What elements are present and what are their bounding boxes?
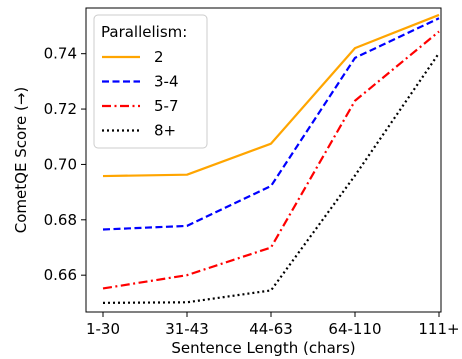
y-tick-label: 0.74	[44, 45, 77, 63]
x-tick-label: 31-43	[165, 320, 209, 338]
legend-label-0: 2	[154, 48, 164, 66]
x-axis-title: Sentence Length (chars)	[171, 339, 355, 357]
series-line-2	[102, 30, 440, 290]
x-tick-label: 111+	[418, 320, 459, 338]
y-tick-label: 0.70	[44, 155, 77, 173]
axes-frame	[85, 7, 442, 313]
y-axis-title: CometQE Score (→)	[12, 87, 30, 233]
y-tick-label: 0.68	[44, 211, 77, 229]
legend-title: Parallelism:	[101, 23, 187, 41]
legend-label-2: 5-7	[154, 97, 179, 115]
y-tick-label: 0.72	[44, 100, 77, 118]
y-tick-label: 0.66	[44, 266, 77, 284]
legend-label-3: 8+	[154, 122, 176, 140]
x-tick-label: 1-30	[86, 320, 120, 338]
series-line-1	[102, 17, 440, 231]
legend-box	[93, 14, 208, 149]
axes-layer: 0.66 0.68 0.70 0.72 0.74 1-30 31-43 44-63 64-110…	[44, 7, 460, 338]
legend-label-1: 3-4	[154, 73, 179, 91]
x-tick-label: 44-63	[249, 320, 293, 338]
x-tick-label: 64-110	[328, 320, 381, 338]
series-line-3	[102, 52, 440, 304]
series-line-0	[102, 13, 440, 178]
series-layer	[102, 13, 440, 304]
legend: Parallelism: 2 3-4 5-7 8+	[93, 14, 208, 149]
